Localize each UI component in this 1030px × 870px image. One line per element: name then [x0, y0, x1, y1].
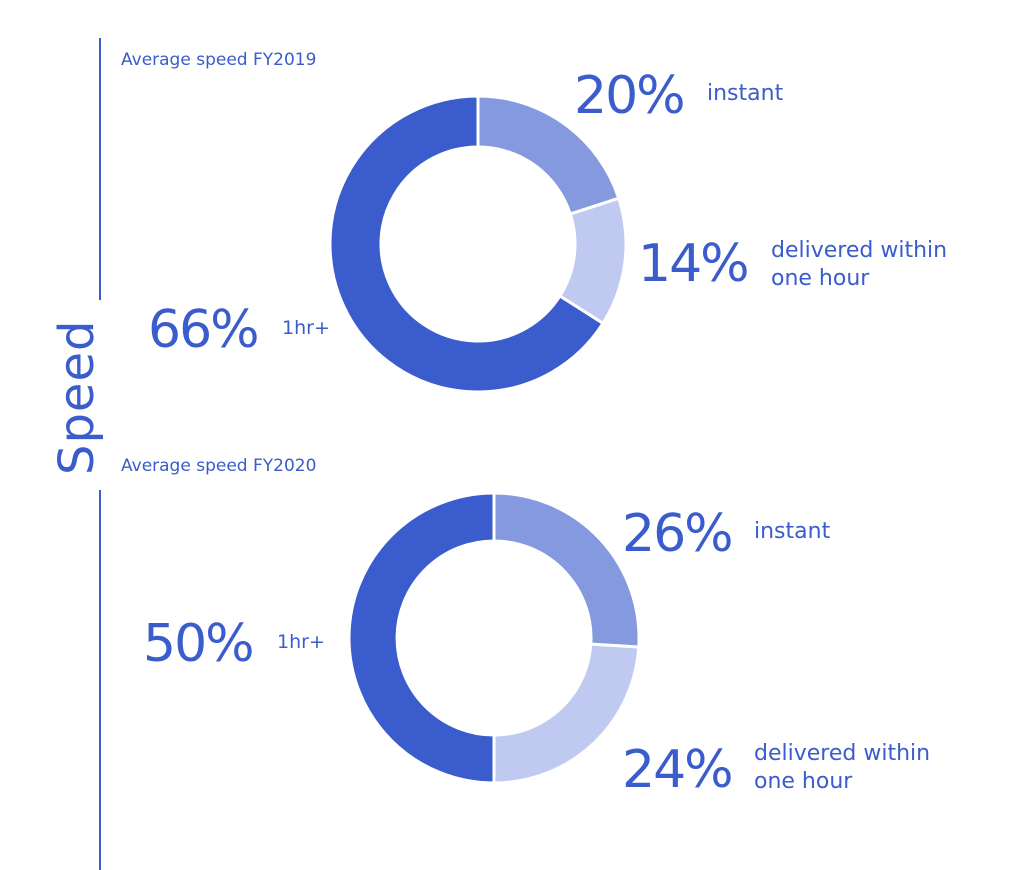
donut-slice-instant-fy2019 [476, 94, 621, 216]
category-label-1hr-plus-fy2020: 1hr+ [277, 631, 325, 653]
value-label-one-hour-fy2019: 14% [638, 234, 750, 294]
value-label-instant-fy2019: 20% [574, 66, 686, 126]
category-label-instant-fy2020: instant [754, 519, 831, 544]
donut-slice-one-hour-fy2020 [492, 642, 641, 785]
category-label-instant-fy2019: instant [707, 81, 784, 106]
value-label-one-hour-fy2020: 24% [622, 740, 734, 800]
donut-slice-1hr-plus-fy2020 [347, 491, 496, 785]
value-label-1hr-plus-fy2019: 66% [148, 300, 260, 360]
donut-slice-instant-fy2020 [492, 491, 641, 649]
chart-title-fy2019: Average speed FY2019 [121, 50, 317, 70]
category-label-one-hour-fy2019: delivered within one hour [771, 238, 948, 291]
axis-line-top [99, 38, 101, 300]
donut-slice-1hr-plus-fy2019 [328, 94, 606, 394]
chart-title-fy2020: Average speed FY2020 [121, 456, 317, 476]
value-label-1hr-plus-fy2020: 50% [143, 614, 255, 674]
category-label-1hr-plus-fy2019: 1hr+ [282, 317, 330, 339]
axis-line-bottom [99, 490, 101, 870]
value-label-instant-fy2020: 26% [622, 504, 734, 564]
category-label-one-hour-fy2020: delivered within one hour [754, 741, 931, 794]
